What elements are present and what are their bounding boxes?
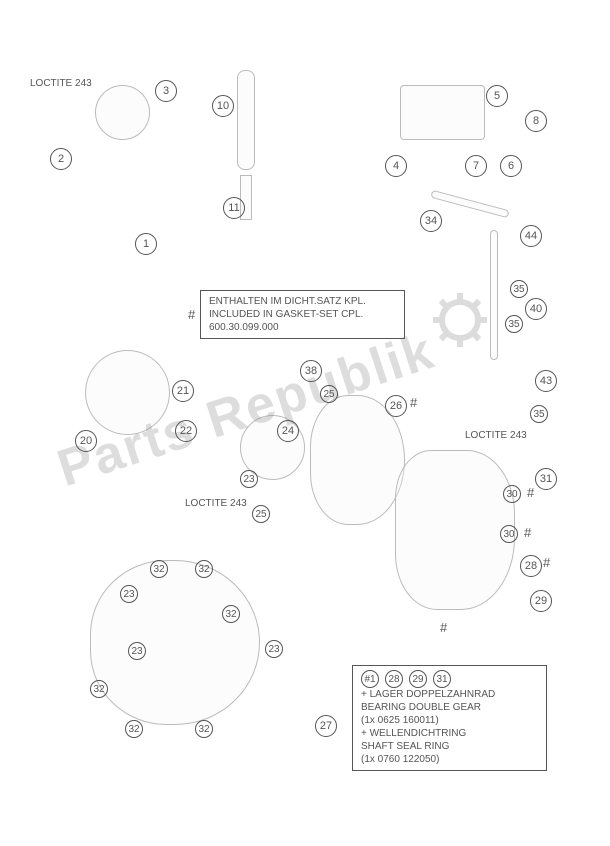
note-ref-29: 29 <box>409 670 427 688</box>
callout-8: 8 <box>525 110 547 132</box>
note-bottom-line6: (1x 0760 122050) <box>361 753 538 766</box>
callout-23: 23 <box>128 642 146 660</box>
callout-35: 35 <box>510 280 528 298</box>
callout-2: 2 <box>50 148 72 170</box>
callout-32: 32 <box>195 560 213 578</box>
callout-31: 31 <box>535 468 557 490</box>
note-gasket-line3: 600.30.099.000 <box>209 321 396 334</box>
callout-32: 32 <box>222 605 240 623</box>
part-hose-top <box>430 190 509 218</box>
callout-44: 44 <box>520 225 542 247</box>
callout-23: 23 <box>240 470 258 488</box>
hash-mark: # <box>527 485 534 500</box>
note-ref-hash1: #1 <box>361 670 379 688</box>
callout-43: 43 <box>535 370 557 392</box>
callout-30: 30 <box>500 525 518 543</box>
callout-32: 32 <box>90 680 108 698</box>
callout-23: 23 <box>265 640 283 658</box>
note-gasket-set: ENTHALTEN IM DICHT.SATZ KPL. INCLUDED IN… <box>200 290 405 339</box>
note-gasket-line1: ENTHALTEN IM DICHT.SATZ KPL. <box>209 295 396 308</box>
callout-32: 32 <box>125 720 143 738</box>
callout-5: 5 <box>486 85 508 107</box>
part-ignition-coil <box>237 70 255 170</box>
callout-30: 30 <box>503 485 521 503</box>
callout-6: 6 <box>500 155 522 177</box>
callout-28: 28 <box>520 555 542 577</box>
hash-mark: # <box>543 555 550 570</box>
callout-27: 27 <box>315 715 337 737</box>
callout-24: 24 <box>277 420 299 442</box>
note-bottom-box: #1 28 29 31 + LAGER DOPPELZAHNRAD BEARIN… <box>352 665 547 771</box>
part-cdi-box <box>400 85 485 140</box>
callout-26: 26 <box>385 395 407 417</box>
callout-40: 40 <box>525 298 547 320</box>
note-bottom-line5: SHAFT SEAL RING <box>361 740 538 753</box>
note-bottom-line3: (1x 0625 160011) <box>361 714 538 727</box>
callout-23: 23 <box>120 585 138 603</box>
label-loctite-right: LOCTITE 243 <box>465 430 527 441</box>
callout-7: 7 <box>465 155 487 177</box>
note-gasket-line2: INCLUDED IN GASKET-SET CPL. <box>209 308 396 321</box>
callout-35: 35 <box>505 315 523 333</box>
callout-4: 4 <box>385 155 407 177</box>
callout-3: 3 <box>155 80 177 102</box>
hash-mark: # <box>440 620 447 635</box>
part-flywheel <box>85 350 170 435</box>
callout-22: 22 <box>175 420 197 442</box>
callout-21: 21 <box>172 380 194 402</box>
diagram-area: LOCTITE 243 LOCTITE 243 LOCTITE 243 ENTH… <box>0 0 610 846</box>
label-loctite-mid: LOCTITE 243 <box>185 498 247 509</box>
label-loctite-top: LOCTITE 243 <box>30 78 92 89</box>
callout-1: 1 <box>135 233 157 255</box>
note-ref-28: 28 <box>385 670 403 688</box>
part-outer-gasket <box>90 560 260 725</box>
callout-32: 32 <box>150 560 168 578</box>
note-bottom-line4: + WELLENDICHTRING <box>361 727 538 740</box>
callout-20: 20 <box>75 430 97 452</box>
callout-25: 25 <box>252 505 270 523</box>
callout-29: 29 <box>530 590 552 612</box>
note-ref-31: 31 <box>433 670 451 688</box>
hash-note: # <box>188 307 195 322</box>
callout-34: 34 <box>420 210 442 232</box>
callout-32: 32 <box>195 720 213 738</box>
part-hose-side <box>490 230 498 360</box>
callout-38: 38 <box>300 360 322 382</box>
callout-25: 25 <box>320 385 338 403</box>
callout-10: 10 <box>212 95 234 117</box>
watermark-gear-icon <box>430 290 490 350</box>
hash-mark: # <box>410 395 417 410</box>
callout-35: 35 <box>530 405 548 423</box>
part-gear-top <box>95 85 150 140</box>
note-bottom-line1: + LAGER DOPPELZAHNRAD <box>361 688 538 701</box>
note-bottom-line2: BEARING DOUBLE GEAR <box>361 701 538 714</box>
hash-mark: # <box>524 525 531 540</box>
callout-11: 11 <box>223 197 245 219</box>
part-ignition-cover <box>395 450 515 610</box>
